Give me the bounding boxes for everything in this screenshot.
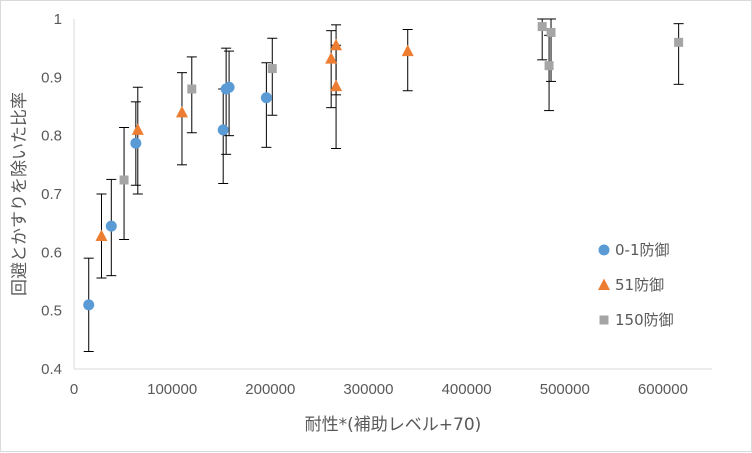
data-point-square	[537, 22, 547, 32]
legend-marker-square	[599, 315, 609, 325]
data-point-triangle	[325, 52, 338, 64]
x-tick-label: 100000	[147, 381, 197, 398]
legend: 0-1防御 51防御 150防御	[598, 241, 674, 329]
data-point-circle	[260, 92, 272, 104]
data-point-circle	[217, 124, 229, 136]
data-point-triangle	[95, 229, 108, 241]
legend-label: 150防御	[615, 311, 674, 329]
y-tick-label: 0.7	[41, 186, 62, 203]
legend-marker-circle	[598, 244, 610, 256]
data-point-square	[674, 37, 684, 47]
x-tick-label: 400000	[442, 381, 492, 398]
legend-label: 51防御	[615, 276, 664, 294]
y-tick-label: 0.9	[41, 69, 62, 86]
legend-label: 0-1防御	[615, 241, 670, 259]
data-point-triangle	[401, 44, 414, 57]
x-tick-label: 200000	[245, 381, 295, 398]
data-point-circle	[130, 137, 142, 149]
data-point-circle	[105, 220, 117, 232]
data-point-triangle	[131, 123, 144, 135]
data-point-triangle	[330, 38, 343, 51]
y-tick-label: 1	[54, 11, 62, 28]
y-axis-title: 回避とかすりを除いた比率	[10, 92, 30, 296]
y-tick-label: 0.8	[41, 128, 62, 145]
y-tick-label: 0.4	[41, 361, 62, 378]
y-tick-label: 0.6	[41, 244, 62, 261]
x-tick-label: 600000	[638, 381, 688, 398]
data-point-circle	[83, 299, 95, 311]
x-tick-label: 300000	[343, 381, 393, 398]
x-tick-label: 0	[70, 381, 78, 398]
data-point-square	[544, 61, 554, 71]
data-point-square	[119, 175, 129, 185]
x-tick-label: 500000	[540, 381, 590, 398]
x-axis-title: 耐性*(補助レベル+70)	[305, 415, 482, 435]
data-point-triangle	[330, 79, 343, 92]
data-point-triangle	[175, 105, 188, 118]
legend-marker-triangle	[598, 278, 610, 290]
data-point-square	[187, 84, 197, 94]
y-tick-label: 0.5	[41, 303, 62, 320]
data-point-circle	[223, 81, 235, 93]
data-point-square	[546, 27, 556, 37]
data-point-square	[267, 64, 277, 74]
